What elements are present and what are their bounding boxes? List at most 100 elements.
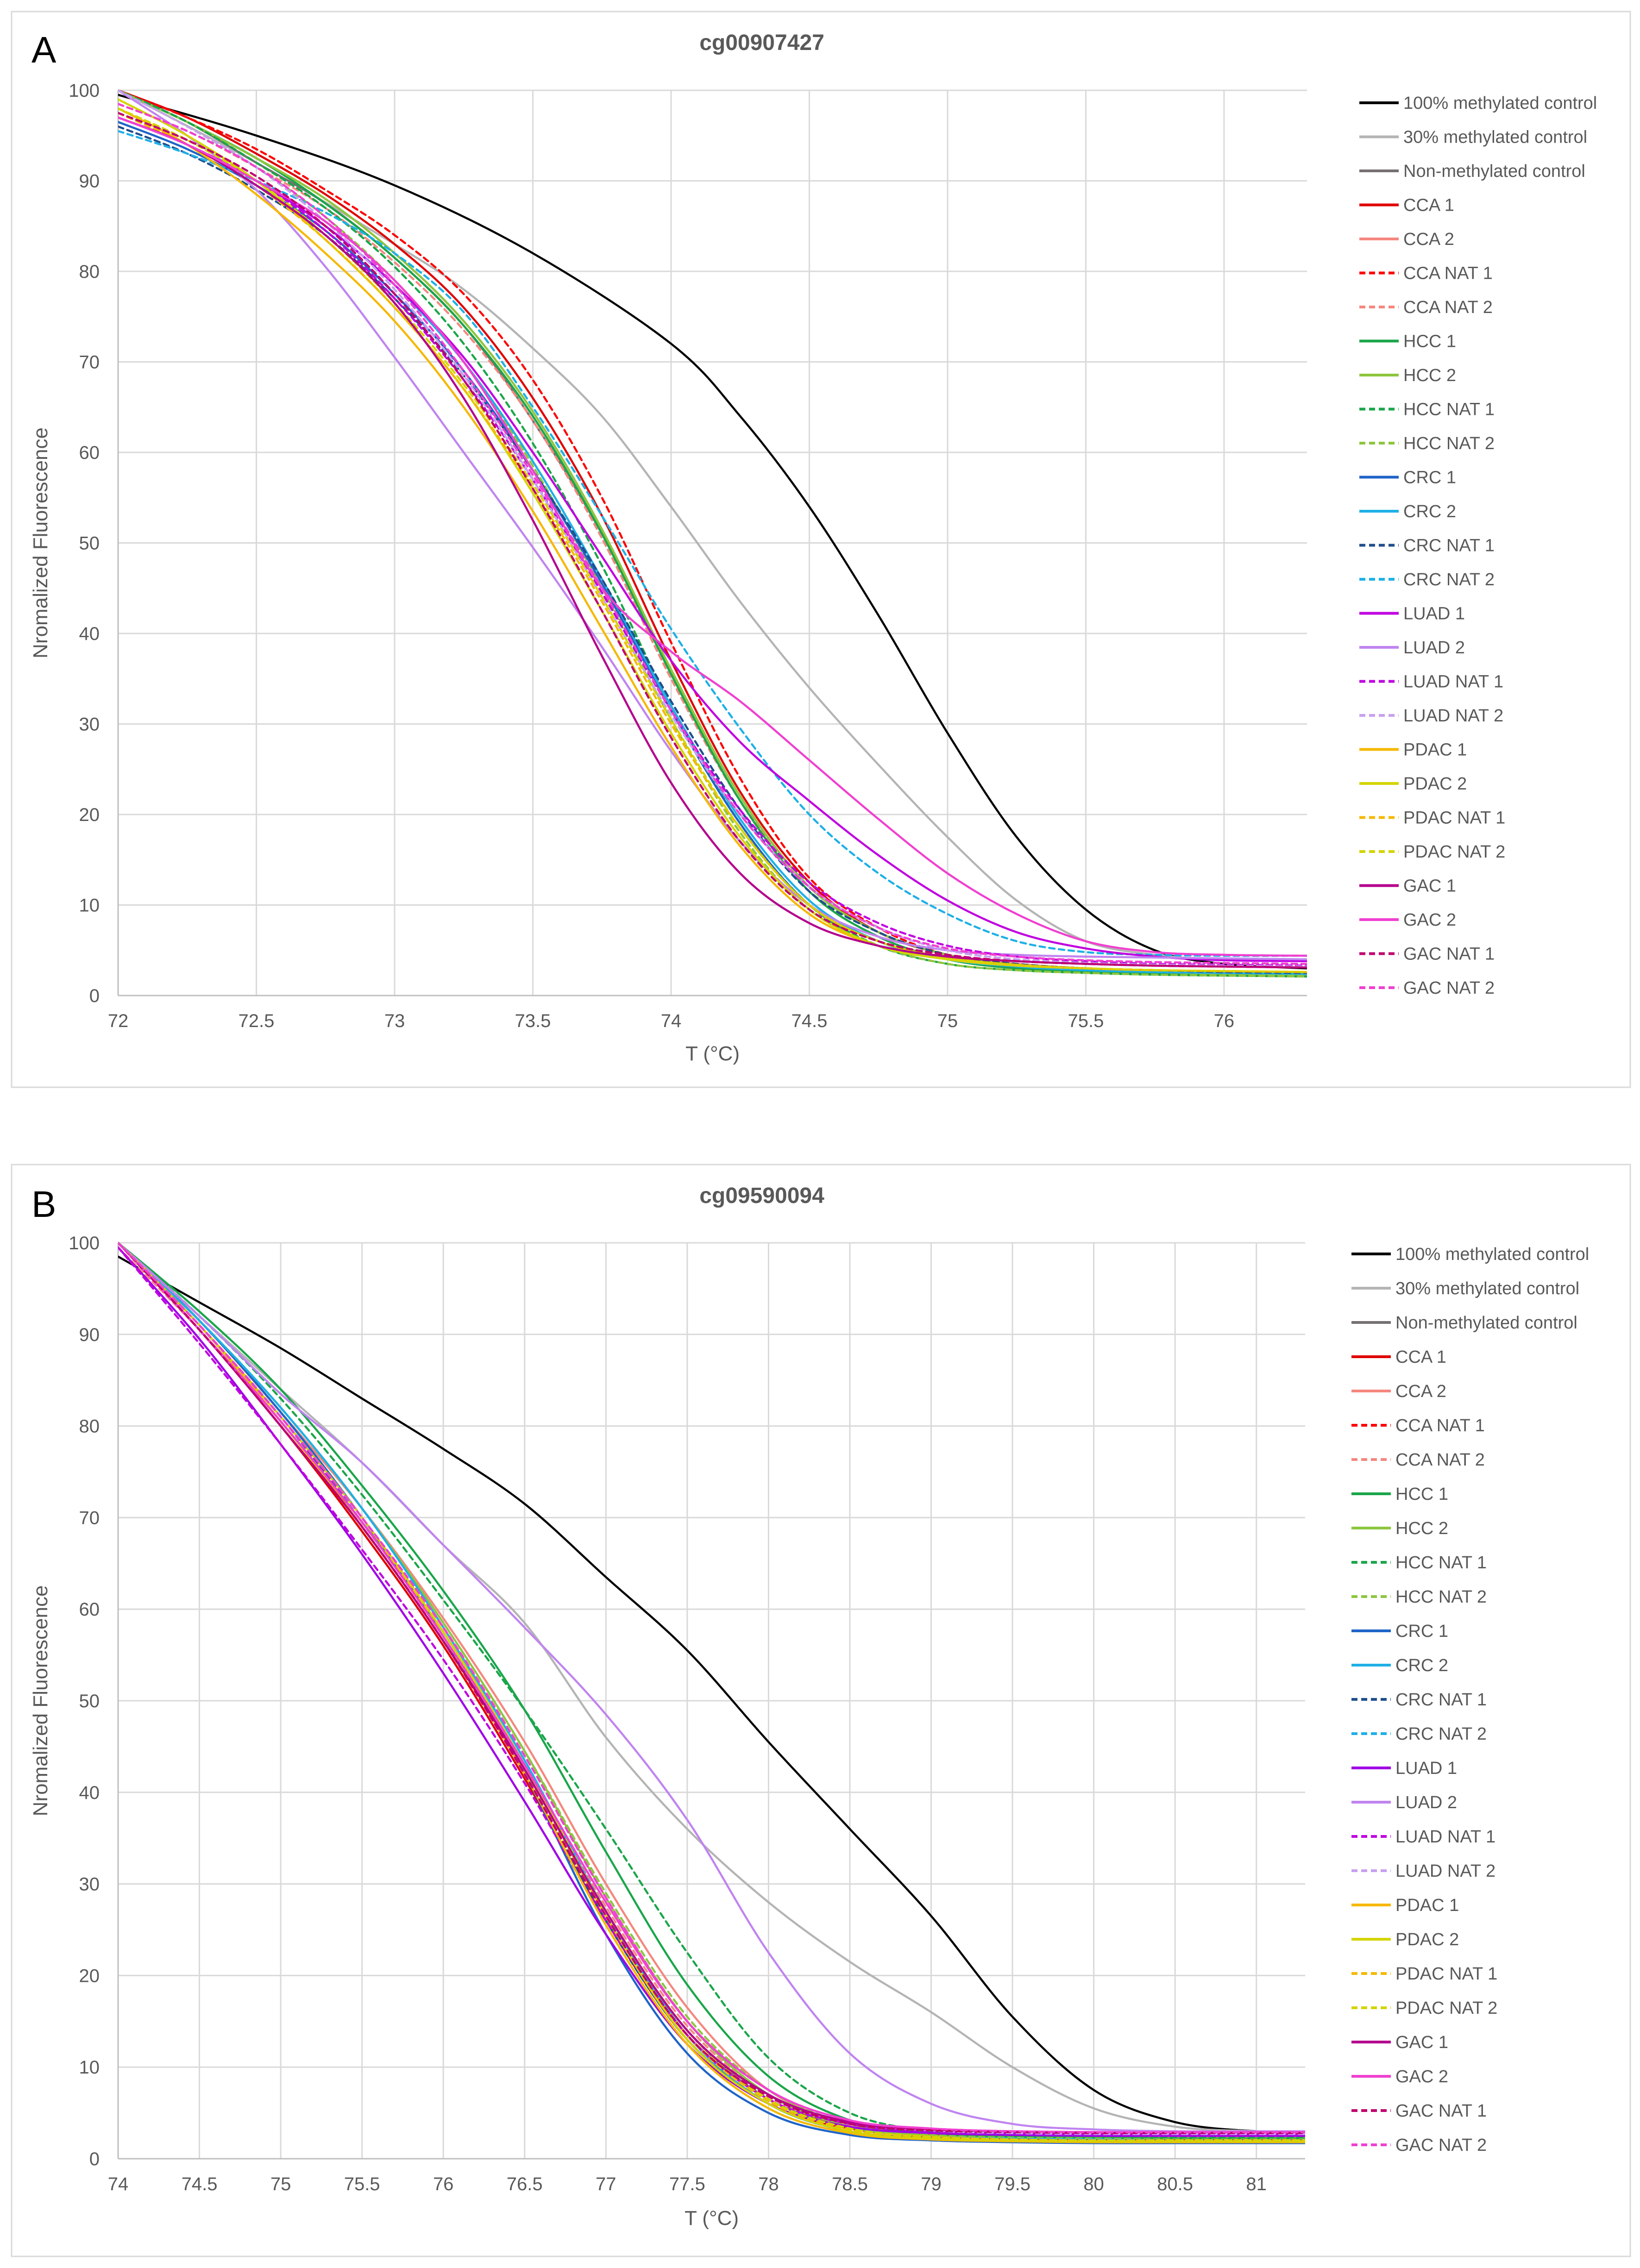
legend-label: LUAD NAT 1 <box>1403 672 1503 692</box>
legend-item: CCA 1 <box>1359 196 1454 215</box>
x-tick-label: 79.5 <box>994 2174 1030 2194</box>
legend-label: 100% methylated control <box>1395 1245 1589 1264</box>
legend-item: LUAD 1 <box>1359 604 1465 624</box>
legend-item: LUAD 2 <box>1359 638 1465 658</box>
x-axis-title: T (°C) <box>685 1042 740 1065</box>
legend-item: PDAC 2 <box>1359 774 1467 794</box>
legend-label: PDAC NAT 2 <box>1403 842 1505 862</box>
series-line <box>118 1246 1305 2135</box>
legend-item: 100% methylated control <box>1351 1245 1589 1264</box>
legend-item: GAC NAT 1 <box>1359 945 1495 964</box>
chart-title: cg00907427 <box>699 31 824 55</box>
legend-label: HCC 1 <box>1395 1485 1448 1504</box>
chart-title: cg09590094 <box>699 1184 824 1208</box>
legend-item: CRC NAT 1 <box>1359 536 1495 556</box>
y-tick-label: 20 <box>79 1966 100 1986</box>
legend-label: 100% methylated control <box>1403 94 1597 113</box>
chart-frame <box>11 11 1631 1088</box>
x-tick-label: 73.5 <box>515 1011 551 1031</box>
legend-label: CRC 1 <box>1403 468 1456 488</box>
legend-label: CCA NAT 1 <box>1395 1416 1485 1435</box>
y-tick-label: 70 <box>79 1508 100 1528</box>
series-line <box>118 103 1307 965</box>
x-tick-label: 79 <box>921 2174 942 2194</box>
legend-label: CCA 1 <box>1403 196 1454 215</box>
legend-label: Non-methylated control <box>1395 1313 1577 1333</box>
y-tick-label: 70 <box>79 352 100 373</box>
legend-label: Non-methylated control <box>1403 162 1585 181</box>
panel-letter: A <box>31 29 57 70</box>
legend-item: PDAC NAT 1 <box>1351 1964 1497 1984</box>
legend-label: CCA 2 <box>1395 1382 1446 1401</box>
legend-item: HCC NAT 2 <box>1359 434 1495 453</box>
legend-item: LUAD NAT 2 <box>1351 1861 1495 1881</box>
legend-item: HCC 1 <box>1351 1485 1448 1504</box>
y-tick-label: 30 <box>79 1874 100 1895</box>
legend-item: CRC 2 <box>1359 502 1456 521</box>
legend-label: HCC 2 <box>1395 1519 1448 1538</box>
legend-item: CRC 1 <box>1359 468 1456 488</box>
series-line <box>118 1241 1305 2133</box>
legend-item: PDAC NAT 1 <box>1359 808 1505 828</box>
chart-frame <box>11 1164 1631 2257</box>
y-tick-label: 10 <box>79 896 100 916</box>
legend-label: HCC NAT 1 <box>1403 400 1495 420</box>
legend-item: CCA 2 <box>1351 1382 1446 1401</box>
legend-label: GAC NAT 2 <box>1403 978 1495 998</box>
legend-label: CRC 1 <box>1395 1622 1448 1641</box>
legend-label: LUAD NAT 1 <box>1395 1827 1495 1847</box>
y-axis-title: Nromalized Fluorescence <box>29 1585 52 1817</box>
legend-item: PDAC 1 <box>1351 1896 1459 1915</box>
x-tick-label: 74.5 <box>792 1011 828 1031</box>
y-tick-label: 90 <box>79 171 100 192</box>
x-tick-label: 76.5 <box>507 2174 543 2194</box>
legend-item: CCA 2 <box>1359 230 1454 249</box>
series-line <box>118 103 1307 974</box>
legend-label: HCC 1 <box>1403 332 1456 351</box>
legend-item: CRC NAT 1 <box>1351 1690 1487 1710</box>
legend-item: HCC NAT 1 <box>1351 1553 1487 1573</box>
y-tick-label: 80 <box>79 1416 100 1437</box>
x-tick-label: 81 <box>1246 2174 1267 2194</box>
legend-item: LUAD 1 <box>1351 1759 1457 1778</box>
legend-item: Non-methylated control <box>1359 162 1585 181</box>
legend-label: CCA 2 <box>1403 230 1454 249</box>
legend-item: CRC 2 <box>1351 1656 1448 1675</box>
y-tick-label: 0 <box>89 986 100 1006</box>
x-tick-label: 74 <box>108 2174 129 2194</box>
legend-item: GAC 2 <box>1359 910 1456 930</box>
legend-item: CCA NAT 2 <box>1351 1450 1485 1470</box>
legend-label: GAC 1 <box>1403 877 1456 896</box>
x-tick-label: 77.5 <box>669 2174 705 2194</box>
y-tick-label: 40 <box>79 1783 100 1803</box>
legend-item: CCA NAT 2 <box>1359 298 1493 317</box>
series-line <box>118 1255 1305 2133</box>
legend-label: CCA NAT 1 <box>1403 264 1493 283</box>
legend-label: PDAC 2 <box>1403 774 1467 794</box>
legend-item: HCC NAT 2 <box>1351 1587 1487 1607</box>
series-line <box>118 1241 1305 2134</box>
legend-item: HCC NAT 1 <box>1359 400 1495 420</box>
x-tick-label: 73 <box>384 1011 405 1031</box>
x-tick-label: 76 <box>433 2174 454 2194</box>
legend-label: CCA NAT 2 <box>1403 298 1493 317</box>
legend-label: GAC 2 <box>1403 910 1456 930</box>
legend-label: LUAD 1 <box>1403 604 1465 624</box>
y-tick-label: 50 <box>79 533 100 554</box>
y-axis-title: Nromalized Fluorescence <box>29 427 52 658</box>
x-tick-label: 75.5 <box>1068 1011 1104 1031</box>
x-tick-label: 75.5 <box>344 2174 380 2194</box>
legend-label: LUAD NAT 2 <box>1395 1861 1495 1881</box>
legend-label: LUAD 2 <box>1395 1793 1457 1812</box>
legend-label: CCA 1 <box>1395 1347 1446 1367</box>
legend-label: PDAC 1 <box>1395 1896 1459 1915</box>
legend-label: PDAC NAT 1 <box>1395 1964 1497 1984</box>
x-tick-label: 74 <box>661 1011 682 1031</box>
legend-item: 100% methylated control <box>1359 94 1597 113</box>
legend-label: LUAD 2 <box>1403 638 1465 658</box>
legend: 100% methylated control 30% methylated co… <box>1351 1245 1589 2155</box>
series-line <box>118 1241 1305 2133</box>
